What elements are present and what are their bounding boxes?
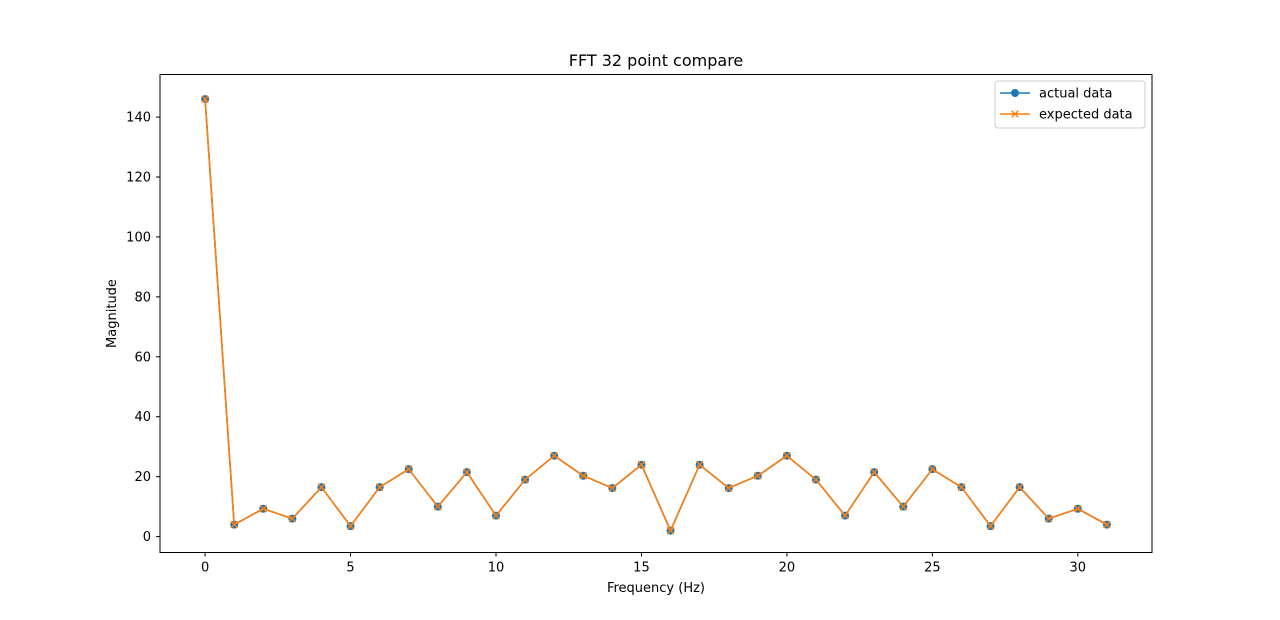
x-tick-label: 10	[488, 561, 505, 576]
data-point-expected	[492, 511, 500, 520]
y-tick-label: 40	[134, 410, 151, 425]
data-point-expected	[783, 451, 791, 460]
data-point-expected	[841, 511, 849, 520]
data-point-expected	[201, 95, 209, 103]
data-point-expected	[346, 522, 355, 530]
data-point-expected	[724, 484, 733, 492]
x-tick-label: 5	[346, 561, 354, 576]
y-tick-label: 140	[126, 111, 151, 126]
legend-label: expected data	[1039, 108, 1133, 123]
data-point-expected	[608, 484, 617, 492]
data-point-expected	[579, 471, 588, 480]
y-tick-label: 120	[126, 170, 151, 185]
y-tick-label: 60	[134, 350, 151, 365]
x-tick-label: 25	[924, 561, 941, 576]
data-point-expected	[434, 502, 442, 511]
chart-title: FFT 32 point compare	[569, 51, 744, 70]
plot-area	[201, 95, 1111, 535]
data-point-expected	[463, 468, 471, 476]
data-point-expected	[899, 502, 908, 511]
data-point-expected	[317, 483, 326, 491]
y-tick-label: 20	[134, 470, 151, 485]
data-point-expected	[812, 475, 820, 484]
y-tick-label: 0	[143, 530, 151, 545]
legend-marker-x	[1011, 110, 1019, 118]
x-tick-label: 30	[1070, 561, 1087, 576]
y-tick-label: 100	[126, 230, 151, 245]
data-point-expected	[1015, 483, 1024, 491]
data-point-expected	[637, 460, 646, 469]
data-point-expected	[521, 475, 529, 484]
axis-ticks: 0 5 10 15 20 25 30 0 20 40 60 80 100 120 140	[126, 111, 1086, 576]
data-point-expected	[404, 465, 413, 473]
x-tick-label: 20	[779, 561, 796, 576]
data-point-expected	[230, 520, 238, 529]
data-point-expected	[695, 460, 704, 469]
x-tick-label: 15	[633, 561, 650, 576]
x-axis-label: Frequency (Hz)	[607, 581, 705, 596]
data-point-expected	[375, 483, 384, 491]
plot-frame	[159, 74, 1153, 553]
y-axis-label: Magnitude	[105, 279, 120, 348]
data-point-expected	[870, 468, 878, 476]
x-tick-label: 0	[201, 561, 209, 576]
data-point-expected	[957, 483, 966, 491]
data-point-expected	[928, 465, 937, 473]
data-point-expected	[259, 504, 268, 513]
legend-box	[994, 80, 1146, 129]
data-point-expected	[1103, 520, 1111, 529]
data-point-expected	[986, 522, 995, 530]
legend-label: actual data	[1039, 87, 1112, 102]
data-point-expected	[1044, 514, 1053, 523]
data-point-expected	[288, 514, 297, 523]
legend: actual data expected data	[994, 80, 1146, 129]
data-point-expected	[666, 526, 675, 535]
data-point-expected	[550, 451, 558, 460]
y-tick-label: 80	[134, 290, 151, 305]
legend-marker-circle	[1011, 89, 1019, 97]
series-line-2	[204, 99, 1108, 532]
data-point-expected	[1074, 504, 1082, 513]
data-point-expected	[754, 471, 762, 480]
series-line-1	[204, 99, 1108, 532]
